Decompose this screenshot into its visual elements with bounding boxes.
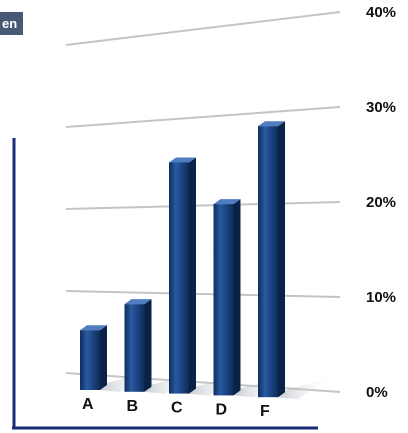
x-category-label: A [82, 396, 94, 413]
bar-f [258, 126, 278, 398]
gridlines [65, 11, 341, 393]
y-tick-label: 20% [366, 194, 396, 211]
bar-top [169, 157, 196, 163]
y-tick-label: 0% [366, 384, 388, 401]
gridline [65, 290, 341, 298]
header-tag: en [0, 12, 24, 35]
gridline [65, 11, 341, 46]
axes [12, 138, 318, 430]
bar-d [213, 204, 234, 396]
bar-side [233, 199, 241, 396]
bar-b [124, 304, 145, 392]
x-category-label: B [127, 398, 139, 415]
bar-top [124, 299, 152, 305]
y-tick-label: 30% [366, 99, 396, 116]
y-tick-label: 10% [366, 289, 396, 306]
x-category-label: F [260, 403, 270, 420]
gridline [65, 106, 341, 128]
bar-side [144, 299, 152, 392]
y-tick-labels: 0% 10% 20% 30% 40% [366, 4, 396, 401]
bar-top [258, 121, 285, 127]
bar-a [80, 330, 100, 390]
bar-c [169, 162, 189, 394]
bars [80, 121, 285, 398]
bar-side [100, 325, 107, 390]
bar-shadow [278, 377, 333, 400]
y-tick-label: 40% [366, 4, 396, 21]
x-category-label: D [216, 401, 228, 418]
bar-top [213, 199, 241, 205]
bar-top [80, 325, 107, 331]
bar-side [278, 121, 285, 398]
gridline [65, 201, 341, 210]
bar-side [189, 157, 196, 394]
x-category-label: C [171, 400, 183, 417]
